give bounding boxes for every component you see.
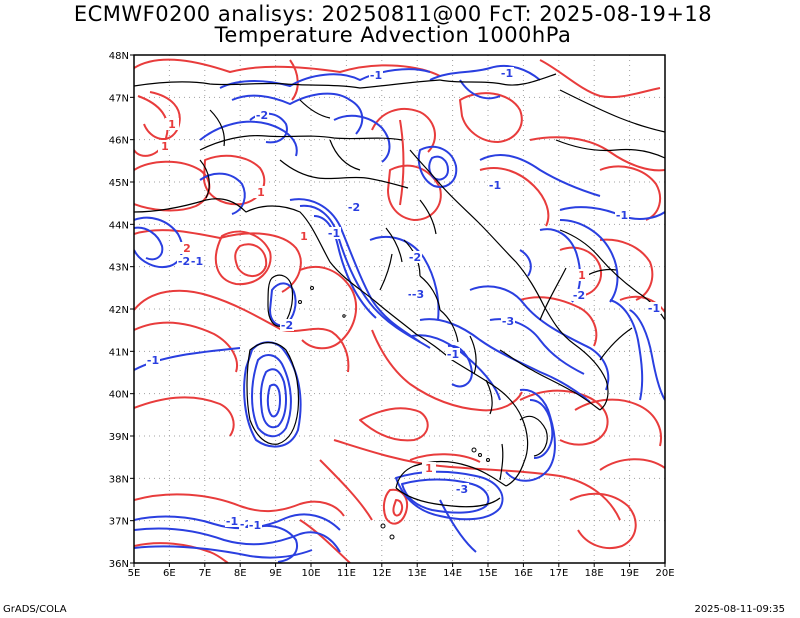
map-title-line-1: ECMWF0200 analisys: 20250811@00 FcT: 202… bbox=[73, 2, 713, 26]
contour-label: -1 bbox=[501, 67, 513, 80]
contour-label-bg bbox=[488, 179, 502, 191]
tick-label-lat: 39N bbox=[109, 432, 129, 443]
footer-left: GrADS/COLA bbox=[3, 604, 67, 615]
contour-label-bg bbox=[158, 140, 172, 152]
tick-label-lon: 10E bbox=[301, 568, 320, 579]
tick-label-lon: 16E bbox=[514, 568, 533, 579]
tick-label-lon: 6E bbox=[163, 568, 176, 579]
contour-label: -1 bbox=[191, 255, 203, 268]
tick-label-lat: 38N bbox=[109, 474, 129, 485]
contour-label-bg bbox=[146, 354, 160, 366]
tick-label-lat: 40N bbox=[109, 390, 129, 401]
coastlines-borders bbox=[134, 73, 665, 508]
islands bbox=[298, 286, 490, 540]
contour-label: 1 bbox=[168, 118, 176, 131]
contour-label-bg bbox=[347, 201, 361, 213]
contour-label-bg bbox=[297, 230, 311, 242]
contour-label: 2 bbox=[183, 242, 191, 255]
contour-label: -2 bbox=[281, 319, 293, 332]
contour-label: 1 bbox=[161, 140, 169, 153]
tick-label-lat: 47N bbox=[109, 93, 129, 104]
contour-label-bg bbox=[225, 515, 239, 527]
contour-label: -3 bbox=[412, 288, 424, 301]
contour-label: -1 bbox=[648, 302, 660, 315]
contour-label-bg bbox=[500, 67, 514, 79]
tick-label-lon: 11E bbox=[337, 568, 356, 579]
contour-label: -1 bbox=[147, 354, 159, 367]
axis-ticks: 5E 6E 7E 8E 9E 10E 11E 12E 13E 14E 15E 16E 17E 18E 19E… bbox=[109, 51, 675, 579]
tick-label-lon: 15E bbox=[478, 568, 497, 579]
tick-label-lat: 37N bbox=[109, 517, 129, 528]
contour-label: -2 bbox=[348, 201, 360, 214]
contour-label-bg bbox=[255, 109, 269, 121]
contour-label-bg bbox=[575, 269, 589, 281]
tick-label-lat: 41N bbox=[109, 347, 129, 358]
tick-label-lon: 8E bbox=[234, 568, 247, 579]
tick-label-lat: 48N bbox=[109, 51, 129, 62]
contour-label: -1 bbox=[616, 209, 628, 222]
contour-label: -1 bbox=[447, 348, 459, 361]
tick-label-lat: 45N bbox=[109, 178, 129, 189]
tick-label-lon: 9E bbox=[269, 568, 282, 579]
contour-label-bg bbox=[572, 289, 586, 301]
contour-label-bg bbox=[190, 255, 204, 267]
contour-label: -2 bbox=[409, 251, 421, 264]
tick-label-lat: 44N bbox=[109, 220, 129, 231]
contour-label-bg bbox=[422, 462, 436, 474]
contour-label: -1 bbox=[328, 227, 340, 240]
tick-label-lon: 17E bbox=[549, 568, 568, 579]
contour-label-bg bbox=[446, 348, 460, 360]
contour-label-bg bbox=[501, 315, 515, 327]
contour-label-bg bbox=[254, 186, 268, 198]
contour-label-bg bbox=[369, 69, 383, 81]
contour-label: 1 bbox=[578, 269, 586, 282]
tick-label-lon: 18E bbox=[585, 568, 604, 579]
contour-label: -2 bbox=[573, 289, 585, 302]
contour-label-bg bbox=[408, 251, 422, 263]
contour-labels: -1-1-211-1-2-12-2-1-1-2-2-1-3-1-3-2-1111… bbox=[146, 67, 661, 532]
contour-label-bg bbox=[327, 227, 341, 239]
map-title-line-2: Temperature Advection 1000hPa bbox=[214, 23, 572, 47]
contour-label-bg bbox=[177, 255, 191, 267]
tick-label-lat: 46N bbox=[109, 136, 129, 147]
contour-label: -1 bbox=[370, 69, 382, 82]
contour-label-bg bbox=[180, 242, 194, 254]
contour-label: -1 bbox=[489, 179, 501, 192]
contour-label-bg bbox=[455, 483, 469, 495]
tick-label-lat: 43N bbox=[109, 263, 129, 274]
contour-label: -2 bbox=[256, 109, 268, 122]
tick-label-lat: 42N bbox=[109, 305, 129, 316]
contour-label: 1 bbox=[257, 186, 265, 199]
contour-label-bg bbox=[615, 209, 629, 221]
tick-label-lon: 20E bbox=[655, 568, 674, 579]
tick-label-lon: 7E bbox=[198, 568, 211, 579]
contour-label-bg bbox=[248, 519, 262, 531]
contour-label: -3 bbox=[502, 315, 514, 328]
contour-label-bg bbox=[411, 288, 425, 300]
tick-label-lon: 5E bbox=[128, 568, 141, 579]
contour-label: -2 bbox=[178, 255, 190, 268]
contour-label: 1 bbox=[300, 230, 308, 243]
contour-label-bg bbox=[165, 118, 179, 130]
contour-label: 1 bbox=[425, 462, 433, 475]
contour-label: -3 bbox=[456, 483, 468, 496]
contour-label: -1 bbox=[226, 515, 238, 528]
warm-advection-contours bbox=[134, 58, 665, 563]
contour-label-bg bbox=[647, 302, 661, 314]
tick-label-lon: 14E bbox=[443, 568, 462, 579]
contour-label: -1 bbox=[249, 519, 261, 532]
tick-label-lon: 13E bbox=[408, 568, 427, 579]
footer-right: 2025-08-11-09:35 bbox=[694, 604, 785, 615]
tick-label-lon: 12E bbox=[372, 568, 391, 579]
tick-label-lon: 19E bbox=[620, 568, 639, 579]
tick-label-lat: 36N bbox=[109, 559, 129, 570]
contour-label-bg bbox=[280, 319, 294, 331]
